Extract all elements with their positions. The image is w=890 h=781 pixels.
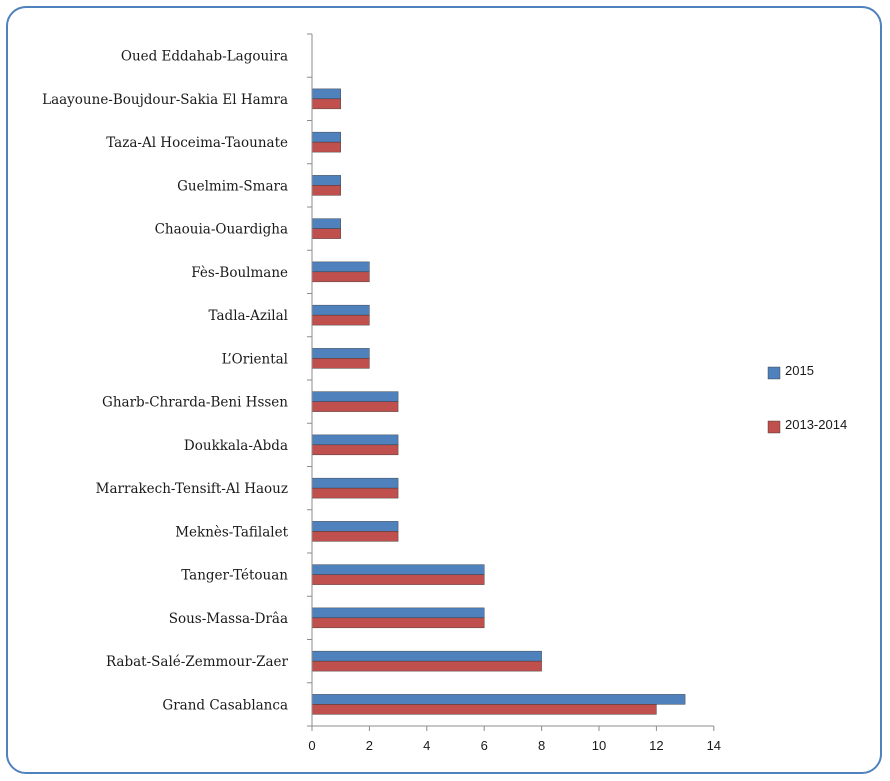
bar-series-2013-2014: [311, 574, 485, 585]
category-label: Fès-Boulmane: [191, 265, 288, 281]
bar-series-2013-2014: [311, 314, 370, 326]
legend-swatch: [767, 420, 781, 434]
legend-label: 2015: [785, 363, 814, 378]
bar-series-2015: [311, 521, 399, 532]
bar-series-2013-2014: [311, 271, 370, 283]
bar-series-2013-2014: [311, 358, 370, 369]
x-tick-label: 0: [308, 738, 315, 753]
bar-series-2015: [311, 348, 370, 359]
chart-frame: [6, 6, 882, 774]
legend-label: 2013-2014: [785, 417, 847, 432]
bar-series-2015: [311, 434, 399, 446]
category-label: Doukkala-Abda: [184, 438, 288, 454]
bar-series-2013-2014: [311, 531, 399, 542]
category-label: Taza-Al Hoceima-Taounate: [106, 135, 288, 151]
bar-series-2015: [311, 131, 341, 143]
bar-series-2013-2014: [311, 704, 657, 715]
x-tick-label: 8: [538, 738, 545, 753]
bar-series-2015: [311, 88, 341, 100]
category-label: Chaouia-Ouardigha: [155, 222, 288, 238]
bar-series-2013-2014: [311, 141, 341, 153]
bar-series-2015: [311, 175, 341, 186]
bar-series-2015: [311, 304, 370, 316]
bars: [311, 88, 686, 715]
x-tick-label: 10: [592, 738, 606, 753]
x-tick-label: 4: [423, 738, 430, 753]
bar-series-2013-2014: [311, 660, 542, 672]
category-label: Sous-Massa-Drâa: [169, 611, 288, 627]
bar-series-2013-2014: [311, 228, 341, 239]
category-label: Tanger-Tétouan: [181, 568, 288, 584]
bar-series-2013-2014: [311, 617, 485, 629]
category-label: Gharb-Chrarda-Beni Hssen: [102, 395, 288, 411]
bar-series-2015: [311, 694, 686, 705]
bar-series-2013-2014: [311, 98, 341, 110]
bar-series-2015: [311, 650, 542, 662]
x-tick-label: 2: [366, 738, 373, 753]
category-label: L’Oriental: [222, 351, 288, 367]
legend-swatch: [767, 366, 781, 380]
legend: 2015 2013-2014: [767, 363, 847, 434]
category-label: Oued Eddahab-Lagouira: [121, 49, 288, 65]
x-axis-ticks: 0 2 4 6 8 10 12 14: [308, 726, 721, 753]
bar-series-2013-2014: [311, 185, 341, 196]
category-label: Rabat-Salé-Zemmour-Zaer: [106, 654, 289, 670]
x-tick-label: 6: [481, 738, 488, 753]
bar-series-2015: [311, 477, 399, 489]
bar-series-2013-2014: [311, 444, 399, 456]
bar-series-2015: [311, 607, 485, 619]
category-labels: Oued Eddahab-Lagouira Laayoune-Boujdour-S…: [42, 49, 288, 714]
bar-series-2015: [311, 261, 370, 273]
bar-series-2013-2014: [311, 401, 399, 412]
bar-series-2015: [311, 218, 341, 229]
category-label: Meknès-Tafilalet: [175, 524, 288, 540]
category-label: Guelmim-Smara: [177, 178, 288, 194]
x-tick-label: 12: [649, 738, 663, 753]
category-label: Laayoune-Boujdour-Sakia El Hamra: [42, 92, 288, 108]
axes: [307, 33, 714, 727]
bar-series-2015: [311, 564, 485, 575]
bar-series-2015: [311, 391, 399, 402]
x-tick-label: 14: [707, 738, 721, 753]
category-label: Marrakech-Tensift-Al Haouz: [96, 481, 288, 497]
category-label: Grand Casablanca: [162, 697, 288, 713]
category-label: Tadla-Azilal: [209, 308, 288, 324]
bar-series-2013-2014: [311, 487, 399, 499]
